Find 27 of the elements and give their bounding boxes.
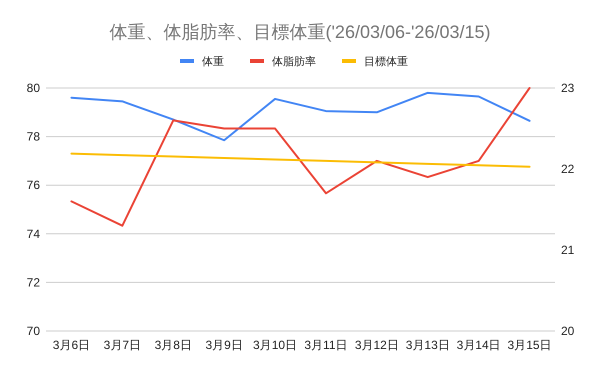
x-tick-label: 3月15日 (508, 338, 552, 352)
legend-label: 体重 (202, 55, 224, 68)
y-tick-label: 74 (26, 226, 40, 241)
y-tick-label: 72 (26, 275, 40, 290)
y-tick-label: 76 (26, 178, 40, 192)
legend-label: 体脂肪率 (272, 55, 316, 68)
x-tick-label: 3月11日 (304, 338, 348, 352)
y2-tick-label: 22 (561, 162, 575, 176)
x-tick-label: 3月13日 (406, 338, 450, 352)
legend-label: 目標体重 (364, 55, 408, 68)
x-tick-label: 3月12日 (354, 338, 399, 352)
y-tick-label: 80 (26, 81, 40, 95)
x-tick-label: 3月7日 (104, 338, 142, 352)
chart-title: 体重、体脂肪率、目標体重('26/03/06-'26/03/15) (110, 22, 490, 42)
y2-tick-label: 20 (561, 324, 575, 338)
x-tick-label: 3月8日 (154, 338, 192, 352)
line-series (70, 92, 531, 142)
line-series (70, 152, 531, 168)
y-tick-label: 78 (26, 130, 40, 144)
x-tick-label: 3月10日 (253, 338, 298, 352)
y2-tick-label: 23 (561, 81, 575, 95)
y2-tick-label: 21 (561, 243, 575, 257)
x-tick-label: 3月14日 (456, 338, 501, 352)
line-series (70, 87, 531, 227)
x-tick-label: 3月9日 (205, 338, 243, 352)
x-tick-label: 3月6日 (52, 338, 90, 352)
y-tick-label: 70 (26, 324, 40, 338)
